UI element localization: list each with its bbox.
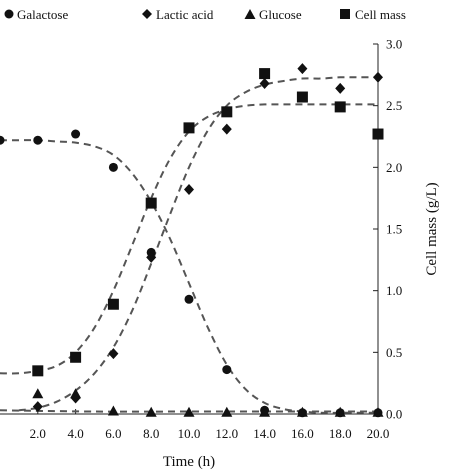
- point-lactic-acid: [32, 401, 43, 413]
- point-cell-mass: [32, 365, 44, 377]
- x-tick-label: 18.0: [329, 426, 352, 441]
- legend-label-glucose: Glucose: [259, 7, 302, 22]
- fit-curve-cell-mass: [0, 103, 378, 375]
- point-galactose: [33, 135, 43, 145]
- point-cell-mass: [107, 298, 119, 310]
- x-tick-label: 20.0: [367, 426, 390, 441]
- point-lactic-acid: [184, 184, 194, 196]
- axes: 2.0 4.0 6.0 8.0 10.0 12.0 14.0 16.0 18.0 20.0 0.0…: [0, 37, 440, 470]
- y-tick-label: 2.0: [386, 160, 402, 175]
- point-cell-mass: [334, 101, 346, 113]
- point-glucose: [70, 388, 82, 399]
- legend-marker-cell-mass: [340, 9, 350, 19]
- legend-item-lactic-acid: Lactic acid: [142, 7, 214, 22]
- legend-marker-galactose: [4, 9, 14, 19]
- point-lactic-acid: [335, 82, 346, 94]
- y-tick-label: 1.5: [386, 222, 402, 237]
- point-cell-mass: [259, 68, 271, 80]
- y-tick-label: 3.0: [386, 37, 402, 52]
- legend-marker-lactic-acid: [142, 9, 152, 19]
- fit-curve-galactose: [0, 139, 378, 414]
- point-glucose: [334, 406, 346, 417]
- y-tick-label: 2.5: [386, 98, 402, 113]
- point-glucose: [145, 406, 157, 417]
- legend-item-galactose: Galactose: [4, 7, 68, 22]
- fit-curve-glucose: [0, 409, 378, 413]
- point-glucose: [183, 406, 195, 417]
- legend-marker-glucose: [244, 9, 256, 19]
- fit-curve-lactic-acid: [18, 76, 378, 412]
- x-axis-label: Time (h): [163, 454, 215, 470]
- point-glucose: [296, 406, 308, 417]
- legend-label-galactose: Galactose: [17, 7, 68, 22]
- y-tick-label: 1.0: [386, 283, 402, 298]
- point-galactose: [71, 129, 81, 139]
- x-ticks: 2.0 4.0 6.0 8.0 10.0 12.0 14.0 16.0 18.0 20.0: [30, 409, 390, 441]
- point-cell-mass: [296, 91, 308, 103]
- legend: Galactose Lactic acid Glucose Cell mass: [4, 7, 406, 22]
- x-tick-label: 2.0: [30, 426, 46, 441]
- point-cell-mass: [183, 122, 195, 134]
- data-points: [0, 63, 384, 418]
- point-galactose: [184, 294, 194, 304]
- point-lactic-acid: [259, 77, 270, 89]
- point-cell-mass: [145, 197, 157, 209]
- point-glucose: [221, 406, 233, 417]
- x-tick-label: 4.0: [67, 426, 83, 441]
- x-tick-label: 10.0: [178, 426, 201, 441]
- right-y-ticks: 0.0 0.5 1.0 1.5 2.0 2.5 3.0: [373, 37, 402, 422]
- point-glucose: [32, 388, 44, 399]
- legend-item-glucose: Glucose: [244, 7, 302, 22]
- point-glucose: [259, 406, 271, 417]
- point-cell-mass: [372, 128, 384, 140]
- x-tick-label: 16.0: [291, 426, 314, 441]
- point-lactic-acid: [146, 251, 157, 263]
- point-lactic-acid: [221, 123, 232, 135]
- point-galactose: [0, 135, 5, 145]
- point-galactose: [222, 365, 232, 375]
- point-glucose: [372, 406, 384, 417]
- point-lactic-acid: [108, 348, 119, 360]
- y-tick-label: 0.5: [386, 345, 402, 360]
- x-tick-label: 6.0: [105, 426, 121, 441]
- x-tick-label: 8.0: [143, 426, 159, 441]
- point-cell-mass: [221, 106, 233, 118]
- point-lactic-acid: [373, 71, 383, 83]
- right-y-axis-label: Cell mass (g/L): [424, 182, 440, 275]
- point-galactose: [108, 162, 118, 172]
- x-tick-label: 14.0: [253, 426, 276, 441]
- legend-item-cell-mass: Cell mass: [340, 7, 406, 22]
- legend-label-lactic-acid: Lactic acid: [156, 7, 214, 22]
- legend-label-cell-mass: Cell mass: [355, 7, 406, 22]
- point-glucose: [107, 405, 119, 416]
- x-tick-label: 12.0: [215, 426, 238, 441]
- point-lactic-acid: [297, 63, 308, 75]
- point-cell-mass: [70, 351, 82, 363]
- y-tick-label: 0.0: [386, 407, 402, 422]
